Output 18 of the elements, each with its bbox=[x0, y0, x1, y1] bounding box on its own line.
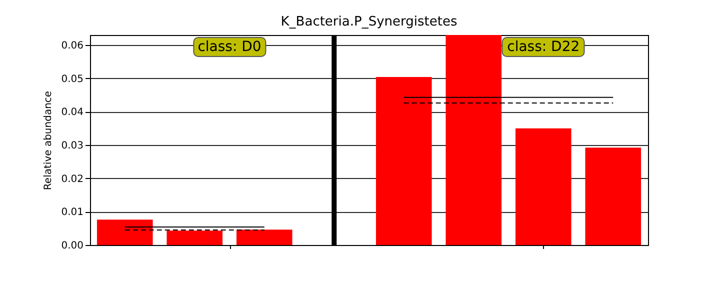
bar bbox=[515, 128, 572, 245]
y-tick-label: 0.04 bbox=[61, 107, 84, 118]
bar bbox=[376, 77, 432, 245]
bar bbox=[585, 148, 642, 245]
bar bbox=[96, 220, 153, 245]
bar bbox=[236, 230, 292, 245]
y-tick-label: 0.00 bbox=[61, 240, 84, 252]
annotation: class: D22 bbox=[502, 37, 585, 57]
y-tick-label: 0.03 bbox=[61, 140, 84, 152]
y-axis-title: Relative abundance bbox=[43, 90, 54, 190]
chart-title: K_Bacteria.P_Synergistetes bbox=[280, 14, 458, 30]
annotation: class: D0 bbox=[192, 37, 266, 57]
y-tick-label: 0.06 bbox=[61, 40, 84, 52]
y-tick-label: 0.05 bbox=[61, 74, 84, 85]
y-tick-label: 0.01 bbox=[61, 207, 84, 218]
bar bbox=[446, 35, 502, 245]
bar bbox=[166, 230, 223, 245]
y-tick-label: 0.02 bbox=[61, 174, 84, 185]
